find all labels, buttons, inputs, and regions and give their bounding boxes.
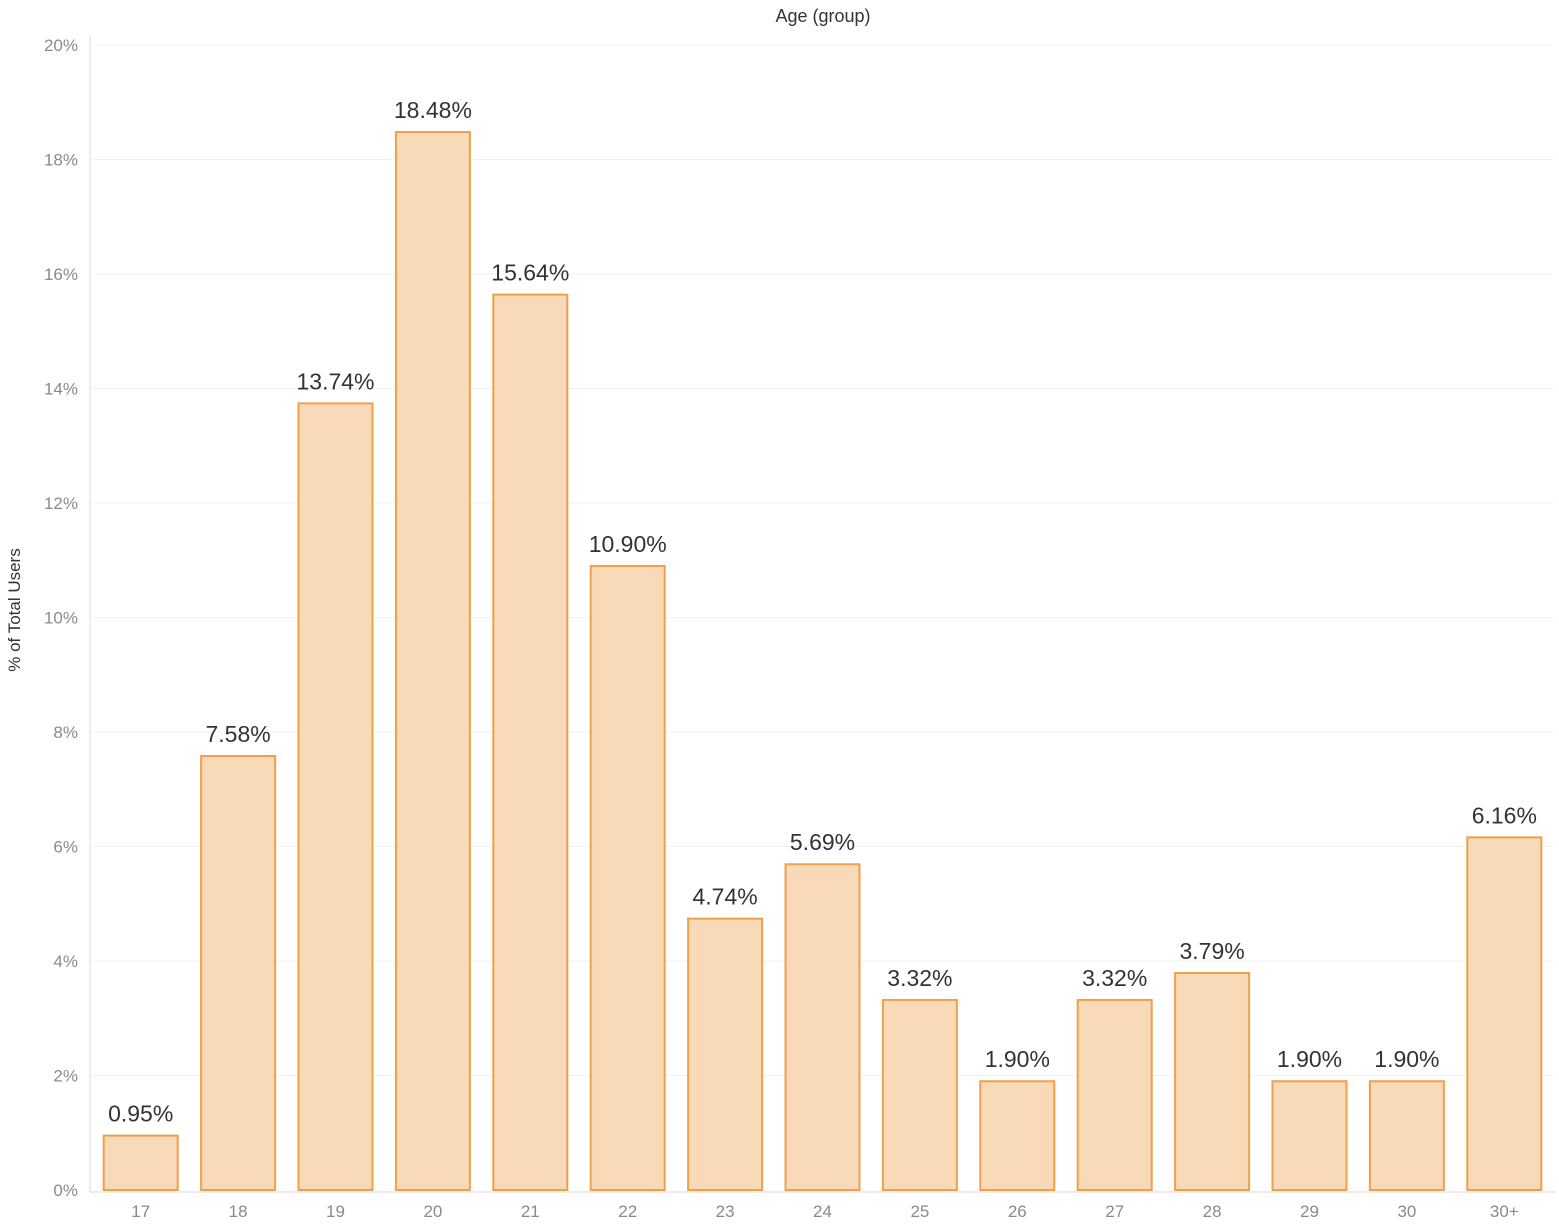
data-label-26: 1.90% [985,1046,1050,1072]
x-tick-label-30: 30 [1397,1202,1416,1221]
y-tick-label: 6% [53,838,78,857]
x-tick-label-29: 29 [1300,1202,1319,1221]
bar-20[interactable] [394,131,471,1191]
bar-30+[interactable] [1466,836,1543,1192]
x-tick-label-17: 17 [131,1202,150,1221]
x-tick-label-27: 27 [1105,1202,1124,1221]
x-tick-label-24: 24 [813,1202,832,1221]
bar-17[interactable] [102,1134,179,1192]
bar-28[interactable] [1174,972,1251,1192]
y-tick-label: 12% [44,494,78,513]
y-tick-label: 14% [44,380,78,399]
bar-25[interactable] [881,998,958,1191]
y-axis-label: % of Total Users [5,548,24,671]
y-tick-label: 10% [44,609,78,628]
data-label-22: 10.90% [589,531,667,557]
data-label-21: 15.64% [491,260,569,286]
chart-title: Age (group) [775,6,870,26]
data-label-19: 13.74% [296,368,374,394]
y-tick-label: 18% [44,151,78,170]
data-label-23: 4.74% [692,884,757,910]
y-tick-label: 16% [44,265,78,284]
bar-19[interactable] [297,402,374,1191]
bar-26[interactable] [979,1080,1056,1191]
x-tick-label-20: 20 [423,1202,442,1221]
bars [102,131,1543,1192]
data-label-17: 0.95% [108,1101,173,1127]
y-tick-label: 0% [53,1181,78,1200]
x-axis-ticks: 17 18 19 20 21 22 23 24 25 26 27 28 29 30 30+ [131,1202,1519,1221]
data-label-29: 1.90% [1277,1046,1342,1072]
bar-23[interactable] [687,917,764,1191]
y-tick-label: 4% [53,952,78,971]
data-labels: 0.95% 7.58% 13.74% 18.48% 15.64% 10.90% 4.74% 5… [108,97,1537,1127]
y-axis-ticks: 0% 2% 4% 6% 8% 10% 12% 14% 16% 18% 20% [44,36,78,1200]
data-label-20: 18.48% [394,97,472,123]
bar-22[interactable] [589,564,666,1191]
y-tick-label: 2% [53,1067,78,1086]
x-tick-label-28: 28 [1203,1202,1222,1221]
x-tick-label-26: 26 [1008,1202,1027,1221]
x-tick-label-18: 18 [229,1202,248,1221]
x-tick-label-22: 22 [618,1202,637,1221]
bar-24[interactable] [784,863,861,1191]
bar-29[interactable] [1271,1080,1348,1191]
x-tick-label-30+: 30+ [1490,1202,1519,1221]
x-tick-label-19: 19 [326,1202,345,1221]
data-label-24: 5.69% [790,829,855,855]
bar-30[interactable] [1368,1080,1445,1191]
x-tick-label-25: 25 [910,1202,929,1221]
data-label-30+: 6.16% [1472,802,1537,828]
data-label-25: 3.32% [887,965,952,991]
x-tick-label-21: 21 [521,1202,540,1221]
x-tick-label-23: 23 [716,1202,735,1221]
data-label-28: 3.79% [1179,938,1244,964]
data-label-18: 7.58% [205,721,270,747]
data-label-27: 3.32% [1082,965,1147,991]
data-label-30: 1.90% [1374,1046,1439,1072]
bar-18[interactable] [200,755,277,1191]
y-tick-label: 8% [53,723,78,742]
y-tick-label: 20% [44,36,78,55]
bar-27[interactable] [1076,998,1153,1191]
bar-21[interactable] [492,293,569,1191]
